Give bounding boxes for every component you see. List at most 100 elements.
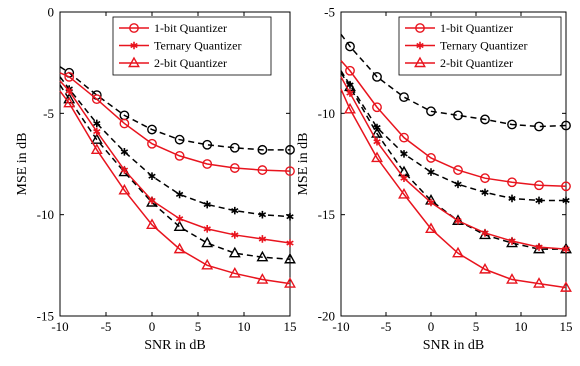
data-point xyxy=(561,120,571,131)
data-point xyxy=(425,222,437,234)
data-point xyxy=(202,139,213,150)
data-point xyxy=(371,151,383,163)
data-point xyxy=(481,229,489,237)
x-tick-label: -5 xyxy=(101,319,112,334)
data-point xyxy=(93,119,101,128)
legend-label: Ternary Quantizer xyxy=(440,39,527,53)
data-point xyxy=(345,65,355,76)
series-line xyxy=(59,66,290,151)
data-point xyxy=(480,114,490,125)
series-solid-triangle xyxy=(59,90,296,288)
data-point xyxy=(373,137,381,146)
series-line xyxy=(340,60,567,188)
data-point xyxy=(507,177,517,188)
data-point xyxy=(285,144,295,155)
data-point xyxy=(284,277,296,288)
data-point xyxy=(372,102,382,113)
data-point xyxy=(562,245,570,253)
data-point xyxy=(90,133,103,144)
x-tick-label: 5 xyxy=(473,319,480,334)
data-point xyxy=(203,200,211,209)
right-chart: -10 -5 0 5 10 15 -5 -10 -15 -20 SNR in dB MSE in dB… xyxy=(296,5,573,354)
data-point xyxy=(90,143,103,155)
data-point xyxy=(174,134,185,145)
data-point xyxy=(63,96,76,108)
series-line xyxy=(59,80,291,244)
data-point xyxy=(175,190,184,199)
data-point xyxy=(174,150,185,161)
data-point xyxy=(535,243,543,251)
data-point xyxy=(562,196,570,205)
data-point xyxy=(535,196,543,205)
y-axis-label: MSE in dB xyxy=(15,132,30,195)
series-line xyxy=(340,88,567,289)
data-point xyxy=(173,220,186,232)
legend: 1-bit Quantizer Ternary Quantizer 2-bit Qu… xyxy=(112,16,272,76)
data-point xyxy=(345,41,355,52)
series-dashed-circle xyxy=(340,33,571,132)
data-point xyxy=(229,163,240,173)
data-point xyxy=(147,138,157,149)
data-point xyxy=(148,172,156,180)
series-solid-circle xyxy=(59,71,295,176)
data-point xyxy=(454,216,462,225)
y-tick-label: -10 xyxy=(318,106,335,121)
series-line xyxy=(340,33,567,128)
series-line xyxy=(340,70,566,202)
legend-marker xyxy=(414,56,426,68)
data-point xyxy=(146,218,158,230)
data-point xyxy=(201,236,214,248)
data-point xyxy=(453,110,463,121)
data-point xyxy=(173,242,186,254)
data-point xyxy=(561,181,571,192)
data-point xyxy=(371,127,383,138)
data-point xyxy=(201,258,214,270)
legend-marker xyxy=(128,56,140,68)
y-tick-label: -5 xyxy=(43,106,54,121)
x-tick-label: -10 xyxy=(332,319,349,334)
data-point xyxy=(229,142,240,153)
data-point xyxy=(148,196,156,205)
data-point xyxy=(506,273,518,284)
data-point xyxy=(93,127,101,136)
data-point xyxy=(257,165,268,175)
data-point xyxy=(533,277,545,288)
data-point xyxy=(534,180,544,191)
data-point xyxy=(346,89,354,97)
y-axis-label: MSE in dB xyxy=(296,132,311,195)
data-point xyxy=(120,166,129,174)
legend-marker xyxy=(130,41,138,50)
series-solid-triangle xyxy=(340,88,572,292)
legend-label: 2-bit Quantizer xyxy=(154,56,227,70)
data-point xyxy=(120,148,129,156)
data-point xyxy=(147,124,157,135)
x-tick-label: 15 xyxy=(284,319,297,334)
x-tick-label: -5 xyxy=(381,319,392,334)
series-solid-asterisk xyxy=(59,80,294,247)
data-point xyxy=(119,118,130,129)
x-tick-label: 10 xyxy=(238,319,251,334)
data-point xyxy=(560,281,572,292)
data-point xyxy=(479,262,491,274)
data-point xyxy=(231,231,239,239)
x-axis-label: SNR in dB xyxy=(423,338,484,353)
data-point xyxy=(175,214,184,223)
series-dashed-triangle xyxy=(59,84,296,264)
x-tick-label: 15 xyxy=(560,319,573,334)
data-point xyxy=(426,106,436,117)
y-tick-label: -15 xyxy=(37,309,54,324)
legend-label: 2-bit Quantizer xyxy=(440,56,513,70)
data-point xyxy=(400,150,408,158)
legend-marker xyxy=(129,23,139,33)
series-line xyxy=(59,72,291,172)
data-point xyxy=(118,183,131,195)
series-line xyxy=(340,72,566,250)
data-point xyxy=(426,153,436,163)
data-point xyxy=(507,119,517,130)
y-tick-label: -15 xyxy=(318,207,335,222)
data-point xyxy=(203,225,211,233)
legend-label: 1-bit Quantizer xyxy=(154,21,227,35)
data-point xyxy=(508,194,516,203)
data-point xyxy=(399,92,409,103)
